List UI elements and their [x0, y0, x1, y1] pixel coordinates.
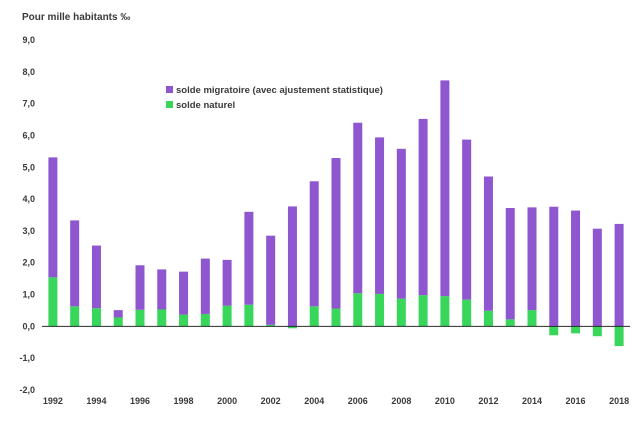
x-tick-label: 1998	[174, 396, 194, 406]
bar-solde-naturel	[592, 326, 602, 337]
bar-solde-naturel	[571, 326, 581, 334]
bar-solde-migratoire	[135, 265, 145, 310]
bars-group	[48, 80, 624, 347]
bar-solde-naturel	[135, 309, 145, 327]
bar-solde-migratoire	[418, 118, 428, 296]
bar-solde-migratoire	[440, 80, 450, 297]
bar-solde-naturel	[91, 308, 101, 327]
bar-solde-migratoire	[244, 211, 254, 305]
bar-solde-naturel	[483, 310, 493, 327]
x-tick-label: 2014	[522, 396, 542, 406]
bar-solde-migratoire	[287, 206, 297, 327]
x-tick-label: 2016	[566, 396, 586, 406]
bar-solde-naturel	[440, 296, 450, 327]
bar-solde-migratoire	[309, 181, 319, 307]
bar-solde-migratoire	[592, 228, 602, 327]
bar-solde-migratoire	[91, 245, 101, 309]
bar-solde-migratoire	[549, 206, 559, 327]
bar-solde-naturel	[157, 309, 167, 327]
y-tick-label: -2,0	[19, 385, 35, 395]
bar-solde-naturel	[353, 293, 363, 327]
x-tick-label: 2018	[609, 396, 629, 406]
x-tick-label: 1996	[130, 396, 150, 406]
y-tick-label: 9,0	[22, 35, 35, 45]
legend-swatch-solde-migratoire	[166, 86, 173, 93]
bar-solde-naturel	[309, 306, 319, 327]
x-tick-label: 2004	[304, 396, 324, 406]
bar-solde-naturel	[462, 299, 472, 327]
bar-solde-naturel	[113, 317, 123, 327]
bar-solde-migratoire	[527, 207, 537, 311]
y-tick-label: 3,0	[22, 226, 35, 236]
x-tick-label: 2012	[478, 396, 498, 406]
bar-solde-naturel	[505, 319, 515, 327]
bar-solde-migratoire	[462, 139, 472, 300]
legend-label-solde-migratoire: solde migratoire (avec ajustement statis…	[176, 85, 383, 96]
y-tick-label: -1,0	[19, 353, 35, 363]
bar-solde-migratoire	[483, 176, 493, 311]
bar-solde-naturel	[331, 308, 341, 327]
bar-solde-migratoire	[70, 220, 80, 307]
y-tick-label: 5,0	[22, 162, 35, 172]
bar-solde-naturel	[614, 326, 624, 347]
bar-solde-naturel	[48, 277, 58, 327]
x-tick-label: 2000	[217, 396, 237, 406]
bar-solde-migratoire	[157, 269, 167, 310]
legend-swatch-solde-naturel	[166, 101, 173, 108]
bar-solde-naturel	[375, 293, 385, 327]
y-axis-ticks: -2,0 -1,0 0,0 1,0 2,0 3,0 4,0 5,0 6,0 7,0 8,0 9,0	[19, 35, 35, 395]
x-tick-label: 2002	[261, 396, 281, 406]
x-tick-label: 2006	[348, 396, 368, 406]
y-tick-label: 6,0	[22, 130, 35, 140]
bar-solde-naturel	[527, 310, 537, 327]
bar-solde-naturel	[70, 306, 80, 327]
x-tick-label: 1992	[43, 396, 63, 406]
bar-solde-migratoire	[614, 223, 624, 327]
bar-solde-naturel	[287, 326, 297, 329]
y-tick-label: 2,0	[22, 258, 35, 268]
bar-solde-naturel	[222, 305, 232, 327]
legend: solde migratoire (avec ajustement statis…	[166, 85, 383, 111]
x-tick-label: 2008	[391, 396, 411, 406]
bar-solde-naturel	[549, 326, 559, 336]
bar-solde-migratoire	[266, 235, 276, 325]
bar-solde-naturel	[266, 324, 276, 327]
bar-solde-naturel	[244, 304, 254, 327]
bar-solde-migratoire	[571, 210, 581, 327]
y-tick-label: 0,0	[22, 321, 35, 331]
bar-solde-migratoire	[505, 208, 515, 320]
x-tick-label: 2010	[435, 396, 455, 406]
y-tick-label: 8,0	[22, 67, 35, 77]
y-tick-label: 7,0	[22, 99, 35, 109]
bar-solde-naturel	[418, 295, 428, 327]
bar-solde-migratoire	[179, 271, 189, 315]
bar-solde-migratoire	[200, 258, 210, 314]
bar-solde-migratoire	[113, 310, 123, 318]
x-tick-label: 1994	[86, 396, 106, 406]
legend-label-solde-naturel: solde naturel	[176, 100, 235, 111]
bar-solde-migratoire	[331, 158, 341, 309]
bar-solde-migratoire	[396, 148, 406, 299]
bar-solde-naturel	[179, 314, 189, 327]
bar-solde-naturel	[200, 313, 210, 327]
y-axis-unit-label: Pour mille habitants ‰	[22, 12, 130, 23]
bar-solde-migratoire	[353, 122, 363, 294]
bar-solde-naturel	[396, 298, 406, 327]
bar-solde-migratoire	[375, 137, 385, 294]
bar-solde-migratoire	[48, 157, 58, 278]
bar-solde-migratoire	[222, 259, 232, 306]
x-axis-ticks: 1992 1994 1996 1998 2000 2002 2004 2006 2008 2010…	[43, 396, 629, 406]
y-tick-label: 4,0	[22, 194, 35, 204]
y-tick-label: 1,0	[22, 290, 35, 300]
